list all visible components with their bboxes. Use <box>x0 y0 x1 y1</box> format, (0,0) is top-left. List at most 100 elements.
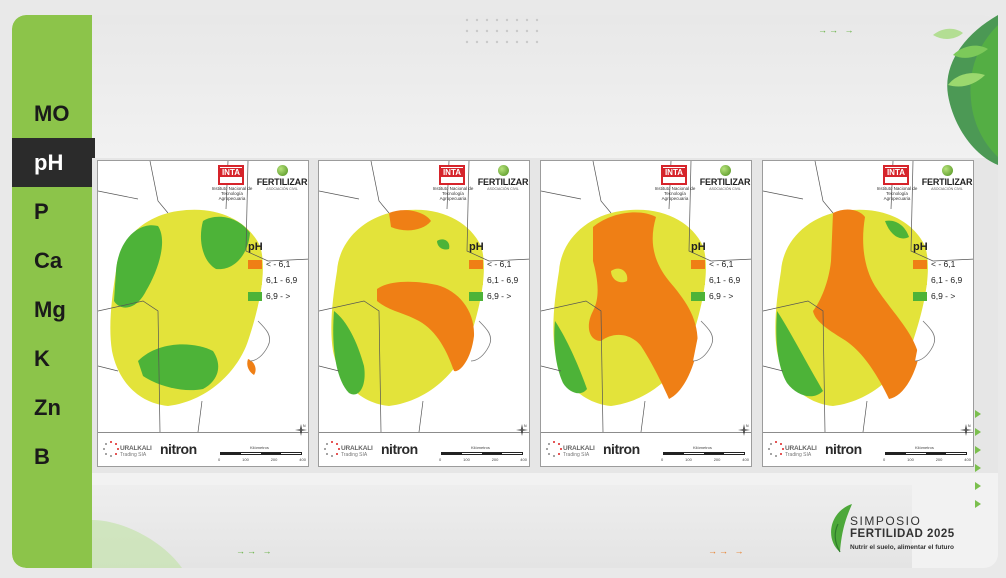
fertilizar-logo: FERTILIZAR ASOCIACIÓN CIVIL <box>921 165 973 191</box>
leaf-logo-icon <box>831 504 852 553</box>
scale-bar-graphic <box>220 452 302 455</box>
coastline <box>692 320 714 362</box>
compass-north-label: N <box>968 424 971 428</box>
fertilizar-sub: ASOCIACIÓN CIVIL <box>931 187 963 191</box>
fertilizar-globe-icon <box>276 165 288 176</box>
ph-region-4 <box>437 239 450 250</box>
nutrient-item-k[interactable]: K <box>34 346 50 371</box>
nutrient-item-b[interactable]: B <box>34 444 50 469</box>
scale-tick-label: 100 <box>242 457 249 462</box>
nutrient-item-ph[interactable]: pH <box>12 138 95 187</box>
fertilizar-globe-icon <box>719 165 731 176</box>
leaves-decoration-icon <box>933 15 998 165</box>
fertilizar-name: FERTILIZAR <box>699 177 751 187</box>
nutrient-item-ca[interactable]: Ca <box>34 248 63 273</box>
slide-background-top <box>12 15 998 165</box>
brand-line-1: SIMPOSIO <box>850 514 922 528</box>
decorative-arrows-bottom-green: →→ → <box>236 546 274 556</box>
province-boundaries <box>319 161 529 432</box>
scale-tick-label: 100 <box>463 457 470 462</box>
uralkali-logo: URALKALI Trading SIA <box>323 440 383 464</box>
inta-logo-text: INTA <box>441 168 463 177</box>
inta-logo: INTA Instituto Nacional de Tecnología Agr… <box>210 165 254 201</box>
decorative-arrows-top: →→ → <box>818 25 856 35</box>
uralkali-name: URALKALI <box>120 445 152 452</box>
legend-swatch <box>248 259 262 269</box>
ph-region-1 <box>114 225 163 308</box>
nutrient-item-p[interactable]: P <box>34 199 49 224</box>
legend-entry: 6,1 - 6,9 <box>913 272 973 288</box>
ph-region-1 <box>588 212 698 399</box>
legend-swatch <box>469 275 483 285</box>
scale-title: Kilómetros <box>471 445 490 450</box>
fertilizar-sub: ASOCIACIÓN CIVIL <box>266 187 298 191</box>
nutrient-item-mg[interactable]: Mg <box>34 297 66 322</box>
legend-title: pH <box>691 241 706 253</box>
scale-tick-label: 100 <box>907 457 914 462</box>
legend-swatch <box>913 275 927 285</box>
inta-logo-text: INTA <box>220 168 242 177</box>
scale-tick-label: 0 <box>218 457 221 462</box>
nitron-logo: nitron <box>825 441 862 457</box>
legend-title: pH <box>248 241 263 253</box>
scale-bar: Kilómetros 0 100 200 400 <box>881 445 971 465</box>
nutrient-menu: MO pH P Ca Mg K Zn B <box>12 89 95 481</box>
legend-entry: 6,9 - > <box>913 288 973 304</box>
fertilizar-logo: FERTILIZAR ASOCIACIÓN CIVIL <box>256 165 308 191</box>
compass-north-label: N <box>746 424 749 428</box>
uralkali-ring-icon <box>103 441 119 457</box>
uralkali-logo: URALKALI Trading SIA <box>767 440 827 464</box>
scale-ticks: 0 100 200 400 <box>883 457 971 462</box>
legend-label: 6,9 - > <box>266 291 291 301</box>
province-boundaries <box>98 161 308 432</box>
scale-tick-label: 100 <box>685 457 692 462</box>
scale-tick-label: 400 <box>520 457 527 462</box>
scale-tick-label: 0 <box>661 457 664 462</box>
ph-map-panel: INTA Instituto Nacional de Tecnología Agr… <box>97 160 309 467</box>
ph-map <box>319 161 529 432</box>
ph-map-panel: INTA Instituto Nacional de Tecnología Agr… <box>540 160 752 467</box>
legend-entry: 6,9 - > <box>248 288 308 304</box>
nutrient-item-mo[interactable]: MO <box>34 101 70 126</box>
legend-entry: 6,9 - > <box>469 288 529 304</box>
uralkali-name: URALKALI <box>785 445 817 452</box>
scale-tick-label: 400 <box>299 457 306 462</box>
map-footer: URALKALI Trading SIA nitron Kilómetros 0 100 2… <box>763 432 973 466</box>
province-boundaries <box>763 161 973 432</box>
fertilizar-globe-icon <box>497 165 509 176</box>
uralkali-logo: URALKALI Trading SIA <box>545 440 605 464</box>
compass-rose-icon: N <box>295 424 307 436</box>
uralkali-sub: Trading SIA <box>563 452 590 458</box>
inta-caption: Instituto Nacional de Tecnología Agropec… <box>654 186 696 201</box>
legend-swatch <box>469 291 483 301</box>
legend-swatch <box>691 259 705 269</box>
uralkali-ring-icon <box>768 441 784 457</box>
ph-region-2 <box>200 216 250 270</box>
uralkali-sub: Trading SIA <box>120 452 147 458</box>
inta-logo: INTA Instituto Nacional de Tecnología Agr… <box>431 165 475 201</box>
symposium-brand: SIMPOSIO FERTILIDAD 2025 Nutrir el suelo… <box>826 500 996 560</box>
scale-tick-label: 200 <box>270 457 278 462</box>
scale-title: Kilómetros <box>693 445 712 450</box>
legend-entry: < - 6,1 <box>248 256 308 272</box>
scale-title: Kilómetros <box>250 445 269 450</box>
ph-map <box>541 161 751 432</box>
nitron-logo: nitron <box>381 441 418 457</box>
scale-bar-graphic <box>663 452 745 455</box>
ph-region-3 <box>138 344 219 391</box>
nutrient-item-zn[interactable]: Zn <box>34 395 61 420</box>
compass-rose-icon: N <box>738 424 750 436</box>
legend-label: 6,9 - > <box>709 291 734 301</box>
compass-north-label: N <box>524 424 527 428</box>
compass-rose-icon: N <box>960 424 972 436</box>
uralkali-name: URALKALI <box>563 445 595 452</box>
legend-title: pH <box>469 241 484 253</box>
legend-swatch <box>691 291 705 301</box>
scale-bar: Kilómetros 0 100 200 400 <box>216 445 306 465</box>
legend-title: pH <box>913 241 928 253</box>
legend-entry: 6,1 - 6,9 <box>469 272 529 288</box>
map-footer: URALKALI Trading SIA nitron Kilómetros 0 100 2… <box>319 432 529 466</box>
uralkali-sub: Trading SIA <box>341 452 368 458</box>
ph-region-2 <box>377 281 475 372</box>
legend-label: 6,1 - 6,9 <box>487 275 519 285</box>
